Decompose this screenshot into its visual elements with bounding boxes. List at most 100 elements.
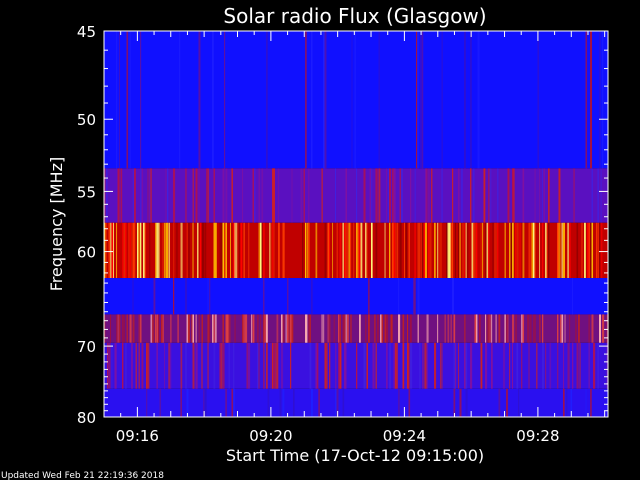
flux-stripe (155, 222, 157, 279)
flux-stripe (281, 314, 283, 343)
flux-stripe (302, 222, 304, 279)
flux-stripe (209, 314, 211, 343)
flux-stripe (405, 222, 408, 279)
frequency-band (104, 31, 608, 169)
flux-stripe (422, 31, 424, 169)
flux-stripe (323, 314, 325, 343)
band-background (104, 314, 608, 343)
flux-stripe (156, 314, 159, 343)
flux-stripe (159, 388, 162, 417)
flux-stripe (321, 314, 323, 343)
flux-stripe (575, 314, 577, 343)
flux-stripe (572, 278, 574, 315)
flux-stripe (120, 168, 123, 223)
flux-stripe (326, 342, 328, 389)
flux-stripe (591, 222, 594, 279)
flux-stripe (381, 314, 384, 343)
flux-stripe (473, 168, 475, 223)
flux-stripe (275, 342, 278, 389)
flux-stripe (408, 388, 411, 417)
flux-stripe (224, 222, 226, 279)
flux-stripe (600, 168, 602, 223)
flux-stripe (498, 314, 501, 343)
flux-stripe (327, 222, 330, 279)
flux-stripe (470, 168, 472, 223)
flux-stripe (506, 314, 508, 343)
flux-stripe (489, 314, 492, 343)
flux-stripe (269, 222, 271, 279)
flux-stripe (455, 222, 457, 279)
flux-stripe (188, 222, 191, 279)
flux-stripe (162, 314, 164, 343)
flux-stripe (380, 314, 383, 343)
flux-stripe (593, 342, 596, 389)
flux-stripe (570, 388, 573, 417)
flux-stripe (599, 222, 601, 279)
flux-stripe (414, 168, 417, 223)
flux-stripe (116, 222, 118, 279)
flux-stripe (590, 388, 592, 417)
flux-stripe (248, 222, 250, 279)
flux-stripe (557, 314, 559, 343)
flux-stripe (222, 314, 224, 343)
flux-stripe (192, 168, 195, 223)
frequency-band (104, 278, 608, 315)
flux-stripe (399, 168, 402, 223)
flux-stripe (129, 31, 131, 169)
flux-stripe (231, 388, 234, 417)
flux-stripe (258, 342, 260, 389)
flux-stripe (404, 222, 406, 279)
flux-stripe (512, 342, 514, 389)
flux-stripe (188, 314, 190, 343)
flux-stripe (564, 314, 566, 343)
flux-stripe (261, 168, 264, 223)
frequency-band (104, 388, 608, 417)
flux-stripe (410, 314, 412, 343)
flux-stripe (585, 31, 588, 169)
flux-stripe (366, 342, 368, 389)
flux-stripe (338, 314, 340, 343)
flux-stripe (263, 278, 265, 315)
flux-stripe (395, 342, 397, 389)
flux-stripe (491, 342, 493, 389)
flux-stripe (140, 314, 142, 343)
flux-stripe (234, 222, 236, 279)
flux-stripe (117, 168, 120, 223)
flux-stripe (588, 314, 590, 343)
flux-stripe (428, 168, 430, 223)
flux-stripe (569, 314, 571, 343)
flux-stripe (374, 314, 376, 343)
flux-stripe (447, 314, 450, 343)
flux-stripe (122, 314, 124, 343)
flux-stripe (546, 222, 548, 279)
flux-stripe (386, 342, 388, 389)
flux-stripe (344, 314, 347, 343)
flux-stripe (176, 222, 178, 279)
flux-stripe (567, 342, 570, 389)
flux-stripe (467, 222, 469, 279)
y-axis-label: Frequency [MHz] (47, 157, 66, 291)
flux-stripe (186, 388, 189, 417)
flux-stripe (533, 222, 535, 279)
flux-stripe (518, 388, 520, 417)
y-tick-label: 70 (77, 338, 96, 356)
flux-stripe (258, 168, 260, 223)
flux-stripe (252, 314, 255, 343)
flux-stripe (515, 222, 517, 279)
flux-stripe (597, 168, 599, 223)
flux-stripe (251, 314, 253, 343)
flux-stripe (426, 168, 428, 223)
flux-stripe (512, 314, 515, 343)
flux-stripe (272, 222, 274, 279)
flux-stripe (123, 222, 126, 279)
flux-stripe (509, 342, 511, 389)
flux-stripe (272, 168, 275, 223)
flux-stripe (393, 342, 396, 389)
flux-stripe (180, 342, 183, 389)
flux-stripe (186, 222, 189, 279)
flux-stripe (384, 222, 386, 279)
flux-stripe (534, 222, 536, 279)
flux-stripe (201, 222, 204, 279)
frequency-band (104, 314, 609, 343)
flux-stripe (225, 314, 228, 343)
